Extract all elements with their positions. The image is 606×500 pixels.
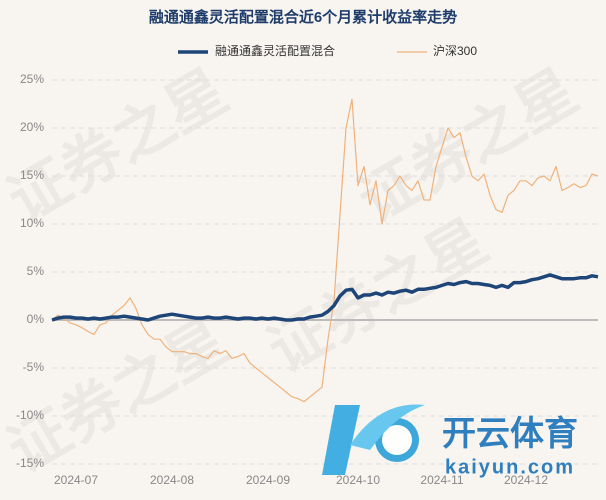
chart-title: 融通通鑫灵活配置混合近6个月累计收益率走势 bbox=[149, 8, 457, 26]
logo: 开云体育 kaiyun.com bbox=[322, 404, 578, 478]
series-line bbox=[51, 98, 599, 403]
logo-ball-inner bbox=[382, 425, 412, 455]
y-tick-label: 20% bbox=[20, 120, 44, 134]
y-tick-label: -10% bbox=[16, 408, 44, 422]
x-tick-label: 2024-08 bbox=[150, 473, 194, 487]
series-line bbox=[51, 273, 599, 322]
logo-url: kaiyun.com bbox=[445, 456, 575, 478]
y-tick-label: -5% bbox=[23, 360, 45, 374]
x-tick-label: 2024-07 bbox=[54, 473, 98, 487]
x-tick-label: 2024-12 bbox=[504, 473, 548, 487]
x-tick-label: 2024-10 bbox=[336, 473, 380, 487]
logo-swoosh bbox=[350, 404, 425, 450]
y-tick-label: 10% bbox=[20, 216, 44, 230]
y-tick-label: 15% bbox=[20, 168, 44, 182]
logo-text: 开云体育 bbox=[442, 415, 578, 453]
x-tick-label: 2024-09 bbox=[246, 473, 290, 487]
legend-label: 融通通鑫灵活配置混合 bbox=[215, 43, 335, 58]
y-tick-label: -15% bbox=[16, 456, 44, 470]
logo-k bbox=[322, 405, 360, 475]
x-tick-label: 2024-11 bbox=[420, 473, 463, 487]
y-tick-label: 25% bbox=[20, 72, 44, 86]
y-tick-label: 5% bbox=[27, 264, 45, 278]
legend-label: 沪深300 bbox=[433, 44, 477, 58]
y-tick-label: 0% bbox=[27, 312, 45, 326]
